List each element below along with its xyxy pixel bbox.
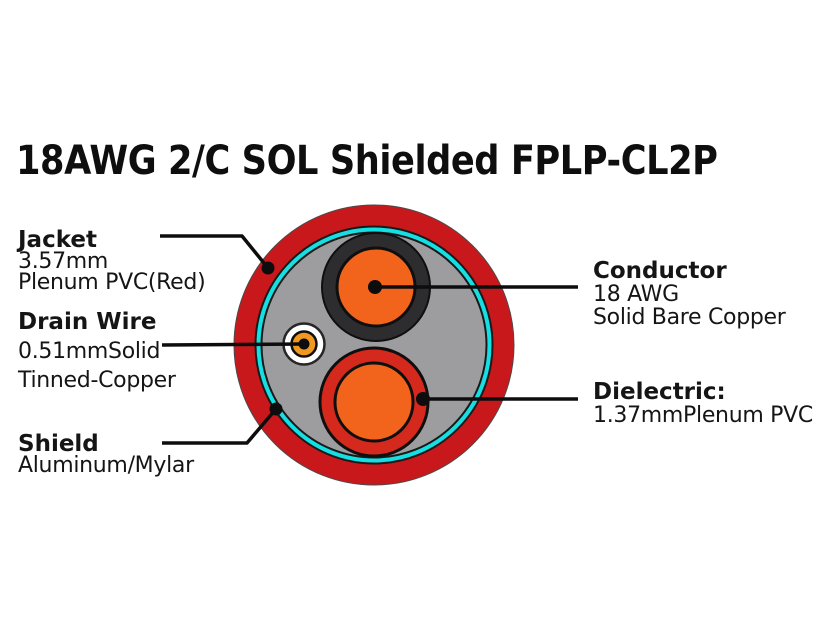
page-title: 18AWG 2/C SOL Shielded FPLP-CL2P <box>16 138 718 184</box>
shield-label-line: Aluminum/Mylar <box>18 453 194 478</box>
drain-wire-label-line: 0.51mmSolid <box>18 339 161 364</box>
shield-leader-dot <box>269 402 283 416</box>
dielectric-label: Dielectric: 1.37mmPlenum PVC <box>593 380 813 428</box>
drain-wire-label-line: Tinned-Copper <box>18 368 176 393</box>
jacket-label-heading: Jacket <box>18 227 97 253</box>
conductor-label-heading: Conductor <box>593 258 727 284</box>
jacket-label: Jacket 3.57mm Plenum PVC(Red) <box>18 227 206 295</box>
shield-label: Shield Aluminum/Mylar <box>18 433 194 477</box>
shield-label-heading: Shield <box>18 431 99 457</box>
conductor-2 <box>318 346 430 458</box>
conductor-label-line: Solid Bare Copper <box>593 305 786 330</box>
jacket-label-line: 3.57mm <box>18 249 109 274</box>
conductor-label: Conductor 18 AWG Solid Bare Copper <box>593 258 786 330</box>
jacket-label-line: Plenum PVC(Red) <box>18 270 206 295</box>
dielectric-leader-dot <box>416 392 430 406</box>
dielectric-label-heading: Dielectric: <box>593 379 726 405</box>
jacket-leader-dot <box>261 261 275 275</box>
drain-wire-leader-dot <box>298 338 310 350</box>
drain-wire-label: Drain Wire 0.51mmSolid Tinned-Copper <box>18 308 176 395</box>
conductor2-bare-copper <box>333 361 415 443</box>
shield-leader-line <box>162 407 278 445</box>
jacket-leader-line <box>160 234 270 270</box>
dielectric-label-line: 1.37mmPlenum PVC <box>593 403 813 428</box>
drain-wire-label-heading: Drain Wire <box>18 309 157 335</box>
conductor-leader-dot <box>368 280 382 294</box>
drain-wire-leader-line <box>161 342 305 347</box>
conductor-label-line: 18 AWG <box>593 282 679 307</box>
